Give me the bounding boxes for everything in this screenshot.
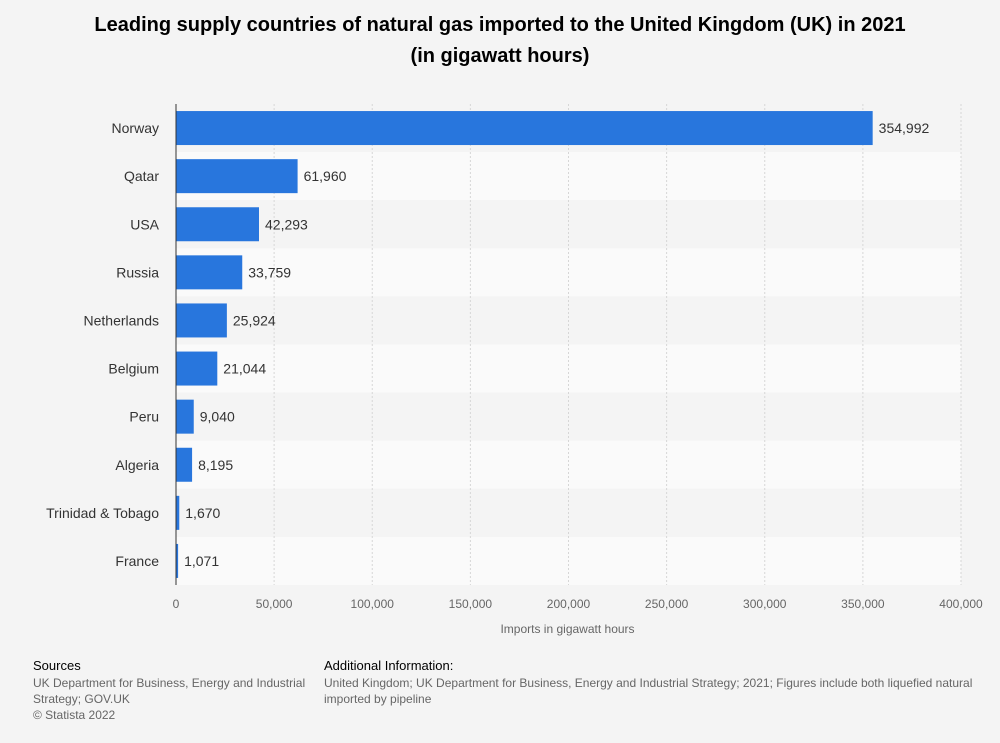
- value-label: 9,040: [200, 409, 235, 425]
- bar-chart: Norway 354,992 Qatar 61,960 USA 42,293 Russia 3…: [46, 104, 983, 636]
- x-tick-label: 250,000: [645, 597, 689, 611]
- value-label: 61,960: [304, 168, 347, 184]
- category-label: Netherlands: [84, 312, 160, 328]
- additional-information-section: Additional Information: United Kingdom; …: [324, 658, 1000, 707]
- x-tick-label: 150,000: [449, 597, 493, 611]
- bar-norway: [176, 111, 873, 146]
- x-tick-label: 350,000: [841, 597, 885, 611]
- category-label: Trinidad & Tobago: [46, 505, 159, 521]
- bar-netherlands: [176, 303, 227, 338]
- category-label: USA: [130, 216, 159, 232]
- value-label: 42,293: [265, 216, 308, 232]
- category-label: Belgium: [108, 361, 159, 377]
- sources-heading: Sources: [33, 658, 81, 673]
- value-label: 1,670: [185, 505, 220, 521]
- value-label: 8,195: [198, 457, 233, 473]
- x-tick-label: 200,000: [547, 597, 591, 611]
- category-label: Russia: [116, 264, 159, 280]
- bar-trinidad-tobago: [176, 495, 180, 530]
- category-label: Peru: [129, 409, 159, 425]
- sources-section: Sources UK Department for Business, Ener…: [33, 658, 318, 723]
- x-tick-label: 300,000: [743, 597, 787, 611]
- bar-usa: [176, 207, 259, 242]
- chart-title: Leading supply countries of natural gas …: [40, 10, 960, 72]
- x-axis-title: Imports in gigawatt hours: [500, 622, 634, 636]
- value-label: 33,759: [248, 264, 291, 280]
- sources-line-1: UK Department for Business, Energy and I…: [33, 676, 306, 690]
- category-label: Qatar: [124, 168, 159, 184]
- x-tick-label: 100,000: [351, 597, 395, 611]
- category-label: Algeria: [115, 457, 159, 473]
- x-tick-label: 0: [173, 597, 180, 611]
- additional-information-heading: Additional Information:: [324, 658, 454, 673]
- additional-information-line-1: United Kingdom; UK Department for Busine…: [324, 676, 973, 690]
- bar-france: [176, 543, 179, 578]
- category-label: Norway: [112, 120, 159, 136]
- bar-peru: [176, 399, 194, 434]
- value-label: 354,992: [879, 120, 930, 136]
- x-tick-label: 50,000: [256, 597, 293, 611]
- bar-qatar: [176, 159, 298, 194]
- chart-title-line-1: Leading supply countries of natural gas …: [94, 14, 906, 36]
- x-tick-label: 400,000: [939, 597, 983, 611]
- bar-algeria: [176, 447, 193, 482]
- value-label: 25,924: [233, 312, 276, 328]
- copyright-line: © Statista 2022: [33, 708, 116, 722]
- additional-information-line-2: imported by pipeline: [324, 692, 432, 706]
- category-label: France: [115, 553, 159, 569]
- value-label: 21,044: [223, 361, 266, 377]
- value-label: 1,071: [184, 553, 219, 569]
- bar-belgium: [176, 351, 218, 386]
- chart-title-line-2: (in gigawatt hours): [410, 45, 590, 67]
- sources-line-2: Strategy; GOV.UK: [33, 692, 130, 706]
- bar-russia: [176, 255, 243, 290]
